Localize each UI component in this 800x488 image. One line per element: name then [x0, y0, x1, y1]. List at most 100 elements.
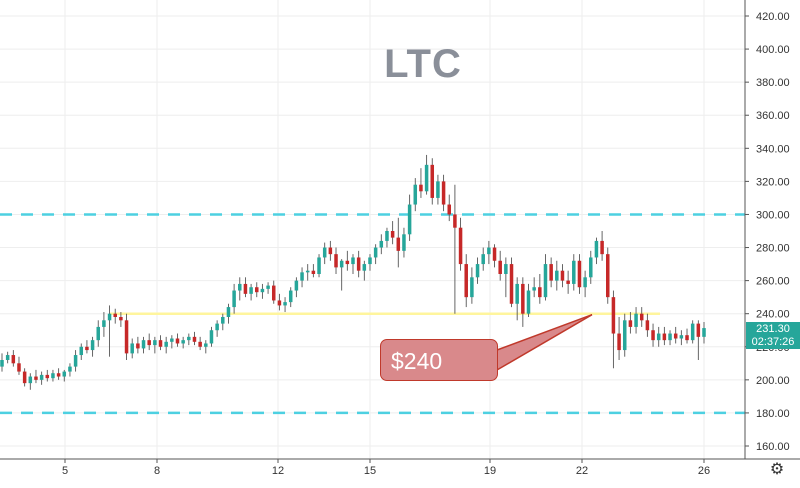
candle-down: [175, 338, 180, 344]
candle-down: [124, 320, 129, 354]
axes: 160.00180.00200.00220.00240.00260.00280.…: [0, 0, 800, 477]
candle-up: [589, 257, 593, 278]
candle-down: [311, 270, 316, 274]
candle-down: [277, 300, 282, 306]
candles: [0, 154, 706, 390]
candle-up: [373, 247, 378, 258]
x-tick-label: 26: [698, 465, 710, 477]
candle-down: [662, 333, 667, 341]
candle-down: [606, 254, 610, 298]
x-tick-label: 5: [62, 465, 68, 477]
candle-down: [441, 181, 446, 205]
candle-down: [549, 264, 553, 281]
candle-up: [249, 287, 253, 294]
candle-down: [356, 257, 361, 271]
candle-down: [566, 280, 570, 284]
candle-up: [209, 330, 214, 344]
candle-down: [147, 340, 151, 346]
x-tick-label: 22: [576, 465, 588, 477]
candle-up: [351, 257, 355, 265]
candle-down: [45, 374, 50, 379]
symbol-watermark: LTC: [384, 42, 462, 86]
candle-up: [96, 326, 100, 341]
candle-up: [73, 355, 78, 367]
candle-up: [702, 328, 706, 337]
x-tick-label: 12: [272, 465, 284, 477]
candle-up: [90, 340, 95, 351]
price-callout-label[interactable]: $240: [380, 339, 498, 381]
horizontal-levels: [0, 213, 745, 415]
y-tick-label: 300.00: [756, 209, 790, 221]
candle-up: [170, 338, 174, 342]
candle-up: [204, 343, 208, 347]
candle-up: [62, 371, 67, 377]
y-tick-label: 360.00: [756, 110, 790, 122]
candle-up: [187, 336, 191, 341]
x-tick-label: 15: [364, 465, 376, 477]
candle-down: [453, 214, 457, 228]
gear-icon[interactable]: ⚙: [769, 461, 785, 478]
candle-down: [464, 264, 468, 298]
candle-down: [34, 376, 38, 380]
candle-up: [413, 184, 418, 205]
annotation-pointer: [496, 313, 593, 372]
candle-down: [617, 333, 621, 351]
candle-up: [130, 343, 134, 354]
candle-down: [645, 320, 650, 331]
candle-down: [396, 237, 401, 251]
candle-up: [283, 302, 287, 306]
candle-up: [322, 247, 327, 258]
candle-up: [221, 317, 225, 324]
candle-up: [481, 254, 485, 265]
x-tick-label: 19: [484, 465, 496, 477]
candle-up: [368, 257, 372, 265]
y-tick-label: 340.00: [756, 143, 790, 155]
candle-up: [515, 283, 519, 304]
candle-down: [345, 260, 350, 265]
y-tick-label: 380.00: [756, 77, 790, 89]
candle-down: [192, 336, 197, 342]
candle-up: [379, 240, 384, 248]
candle-up: [504, 264, 508, 274]
y-tick-label: 320.00: [756, 176, 790, 188]
candle-down: [509, 264, 514, 304]
candle-up: [543, 264, 548, 298]
candle-down: [492, 247, 497, 261]
candle-up: [470, 277, 474, 298]
y-tick-label: 200.00: [756, 375, 790, 387]
candle-down: [521, 283, 525, 314]
candle-up: [583, 277, 587, 288]
y-tick-label: 160.00: [756, 441, 790, 453]
candle-up: [260, 288, 265, 293]
candle-down: [498, 260, 502, 274]
candle-up: [294, 280, 299, 291]
candle-down: [419, 184, 423, 192]
candle-up: [215, 323, 219, 331]
candle-up: [164, 341, 168, 347]
candle-down: [56, 373, 61, 377]
candle-down: [255, 287, 259, 293]
candle-up: [317, 257, 321, 274]
candle-up: [679, 335, 684, 339]
candle-up: [266, 285, 270, 289]
candle-down: [198, 341, 202, 347]
candle-up: [305, 270, 310, 273]
candle-down: [685, 335, 689, 341]
candle-up: [141, 340, 146, 349]
candle-up: [555, 270, 559, 281]
candle-up: [656, 333, 661, 341]
y-tick-label: 420.00: [756, 11, 790, 23]
candle-down: [17, 363, 21, 372]
y-tick-label: 280.00: [756, 243, 790, 255]
y-tick-label: 240.00: [756, 309, 790, 321]
candle-up: [68, 366, 72, 372]
candle-up: [238, 283, 242, 291]
candle-up: [232, 290, 236, 308]
y-tick-label: 180.00: [756, 408, 790, 420]
candle-up: [487, 247, 491, 255]
bar-countdown-label: 02:37:26: [746, 335, 800, 349]
candle-up: [181, 340, 185, 344]
candle-down: [334, 254, 338, 268]
